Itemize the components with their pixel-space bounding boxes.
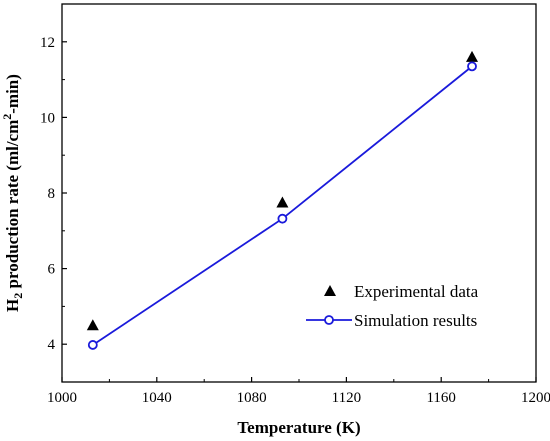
experimental-point <box>466 50 479 62</box>
y-tick-label: 10 <box>40 110 55 126</box>
simulation-point <box>277 213 288 224</box>
simulation-point <box>87 340 98 350</box>
y-tick-label: 8 <box>48 186 56 202</box>
legend-marker-simulation <box>324 315 334 325</box>
y-tick-label: 4 <box>48 337 56 353</box>
x-tick-label: 1080 <box>237 390 267 406</box>
x-axis-label: Temperature (K) <box>237 418 360 437</box>
experimental-point <box>276 196 289 208</box>
x-tick-label: 1000 <box>47 390 77 406</box>
y-tick-label: 12 <box>40 35 55 51</box>
simulation-point <box>467 61 477 72</box>
x-tick-label: 1120 <box>332 390 361 406</box>
legend: Experimental data Simulation results <box>306 282 479 330</box>
y-tick-label: 6 <box>48 262 56 278</box>
series-layer <box>86 50 479 350</box>
x-tick-label: 1200 <box>521 390 550 406</box>
axis-ticks: 1000 1040 1080 1120 1160 1200 4 6 8 10 12 <box>40 3 550 406</box>
legend-label-simulation: Simulation results <box>354 311 477 330</box>
x-tick-label: 1160 <box>426 390 455 406</box>
experimental-point <box>86 319 99 331</box>
legend-label-experimental: Experimental data <box>354 282 479 301</box>
legend-marker-experimental <box>324 285 336 296</box>
y-axis-label: H2 production rate (ml/cm2-min) <box>0 74 25 312</box>
x-tick-label: 1040 <box>142 390 172 406</box>
